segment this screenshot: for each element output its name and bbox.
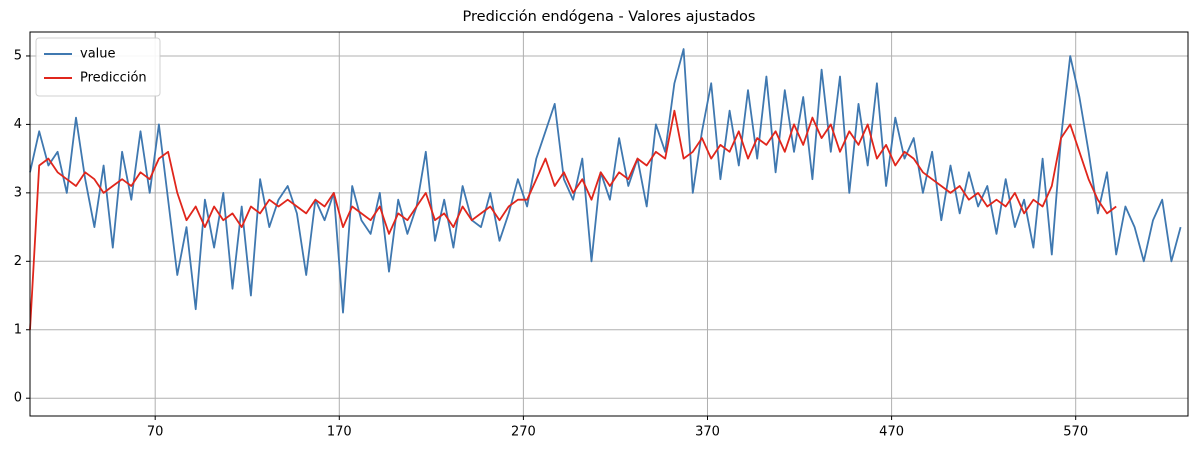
y-tick-label: 3 (14, 185, 22, 200)
y-tick-label: 0 (14, 391, 22, 406)
y-tick-label: 1 (14, 322, 22, 337)
x-tick-label: 370 (695, 425, 720, 440)
data-line (29, 109, 1117, 330)
x-tick-label: 170 (327, 425, 352, 440)
legend-label: Predicción (80, 71, 147, 86)
x-tick-label: 70 (147, 425, 164, 440)
x-tick-label: 470 (879, 425, 904, 440)
y-tick-label: 4 (14, 117, 22, 132)
legend-box (35, 37, 161, 97)
y-tick-label: 2 (14, 254, 22, 269)
chart-title: Predicción endógena - Valores ajustados (463, 9, 756, 25)
x-tick-label: 270 (511, 425, 536, 440)
x-tick-label: 570 (1063, 425, 1088, 440)
data-line (29, 48, 1182, 314)
plot-frame (29, 31, 1189, 417)
y-tick-label: 5 (14, 48, 22, 63)
legend-label: value (80, 47, 116, 62)
